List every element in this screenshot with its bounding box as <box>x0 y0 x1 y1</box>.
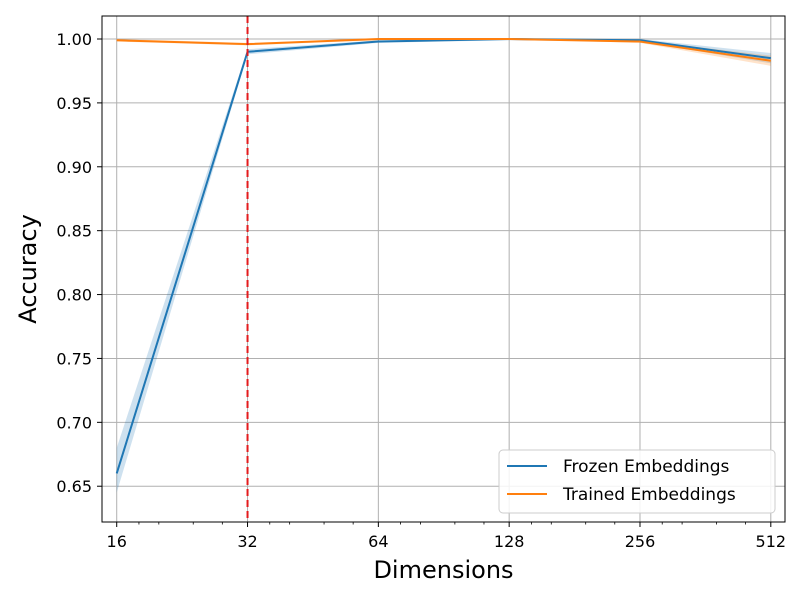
grid <box>102 16 785 522</box>
confidence-bands <box>116 39 771 493</box>
axis-ticks: 16 32 64 128 256 512 0.65 0.70 0.75 0.80 0.85 0.90 0… <box>56 30 786 551</box>
x-tick-label: 64 <box>368 532 388 551</box>
y-tick-label: 0.75 <box>56 349 92 368</box>
y-axis-title: Accuracy <box>14 214 42 324</box>
x-tick-label: 128 <box>494 532 525 551</box>
y-tick-label: 0.80 <box>56 286 92 305</box>
series-1-line <box>115 38 771 474</box>
y-tick-label: 1.00 <box>56 30 92 49</box>
legend-frame <box>498 449 776 514</box>
y-tick-label: 0.65 <box>56 477 92 496</box>
series-lines <box>115 38 771 474</box>
y-tick-label: 0.85 <box>56 222 92 241</box>
legend-label: Trained Embeddings <box>562 485 736 505</box>
x-tick-label: 16 <box>107 532 127 551</box>
x-tick-label: 512 <box>756 532 787 551</box>
legend-label: Frozen Embeddings <box>563 457 730 477</box>
legend: Frozen Embeddings Trained Embeddings <box>498 449 776 514</box>
plot-frame <box>101 15 786 523</box>
x-tick-label: 256 <box>625 532 656 551</box>
series-1-band <box>116 39 771 493</box>
series-2-line <box>116 38 771 62</box>
x-axis-title: Dimensions <box>373 556 513 584</box>
y-tick-label: 0.90 <box>56 158 92 177</box>
x-tick-label: 32 <box>237 532 257 551</box>
y-tick-label: 0.70 <box>56 413 92 432</box>
y-tick-label: 0.95 <box>56 94 92 113</box>
